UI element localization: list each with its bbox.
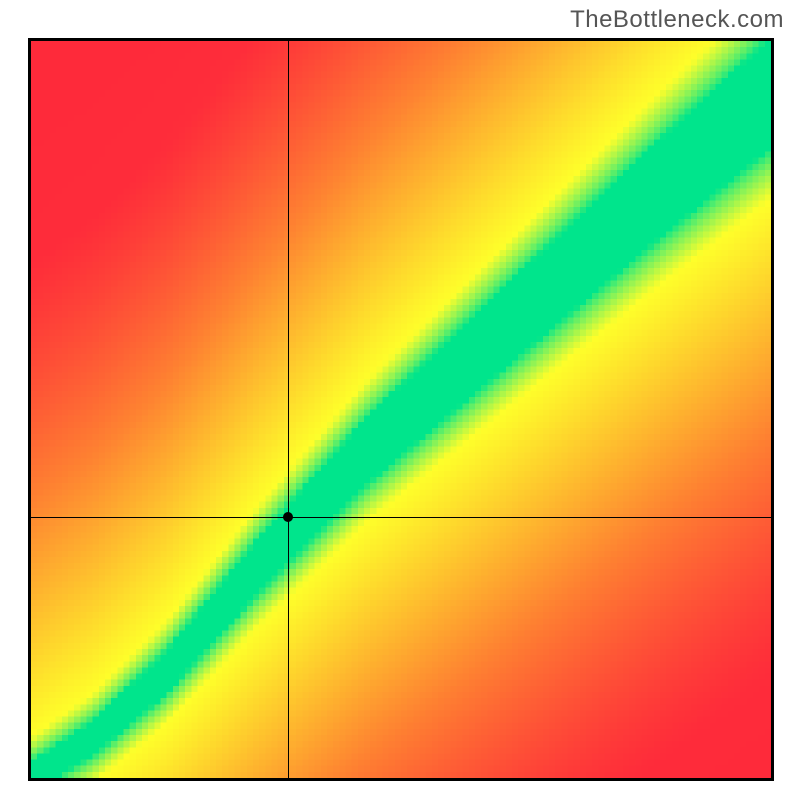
heatmap-canvas <box>31 41 771 778</box>
chart-container: TheBottleneck.com <box>0 0 800 800</box>
plot-area <box>28 38 774 781</box>
crosshair-dot <box>283 512 293 522</box>
crosshair-horizontal <box>31 517 771 518</box>
watermark-text: TheBottleneck.com <box>570 6 784 34</box>
crosshair-vertical <box>288 41 289 778</box>
